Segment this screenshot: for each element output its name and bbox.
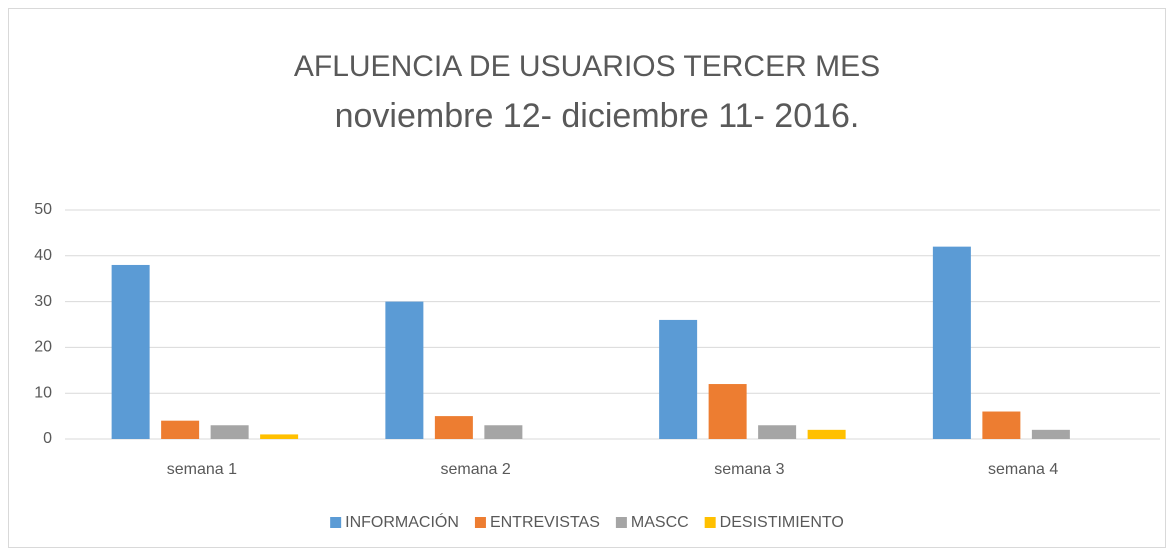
bar [161,420,200,439]
x-tick-label: semana 4 [988,461,1058,478]
y-tick-label: 20 [34,339,52,356]
bar [932,246,971,439]
bar [708,384,747,439]
chart-border [8,8,1166,548]
bar [982,411,1021,439]
bar [111,264,150,439]
legend: INFORMACIÓN ENTREVISTAS MASCC DESISTIMIENTO [330,512,844,531]
x-tick-label: semana 1 [167,461,237,478]
legend-swatch [474,517,486,528]
chart-title: AFLUENCIA DE USUARIOS TERCER MES [294,50,880,83]
y-tick-label: 0 [43,430,52,447]
x-tick-label: semana 2 [440,461,510,478]
y-tick-label: 50 [34,201,52,218]
bar [484,425,523,439]
y-tick-label: 40 [34,247,52,264]
bar [807,429,846,439]
legend-label: MASCC [631,514,689,531]
bar [385,301,424,439]
legend-swatch [615,517,627,528]
bar [210,425,249,439]
chart-subtitle: noviembre 12- diciembre 11- 2016. [335,97,860,135]
bar [260,434,299,439]
bar [758,425,797,439]
legend-swatch [704,517,716,528]
y-tick-label: 30 [34,293,52,310]
legend-swatch [330,517,342,528]
legend-label: ENTREVISTAS [490,514,600,531]
bar [434,416,473,439]
legend-label: DESISTIMIENTO [720,514,844,531]
legend-label: INFORMACIÓN [345,512,459,531]
x-tick-label: semana 3 [714,461,784,478]
bar [659,319,698,439]
bar [1031,429,1070,439]
y-tick-label: 10 [34,384,52,401]
